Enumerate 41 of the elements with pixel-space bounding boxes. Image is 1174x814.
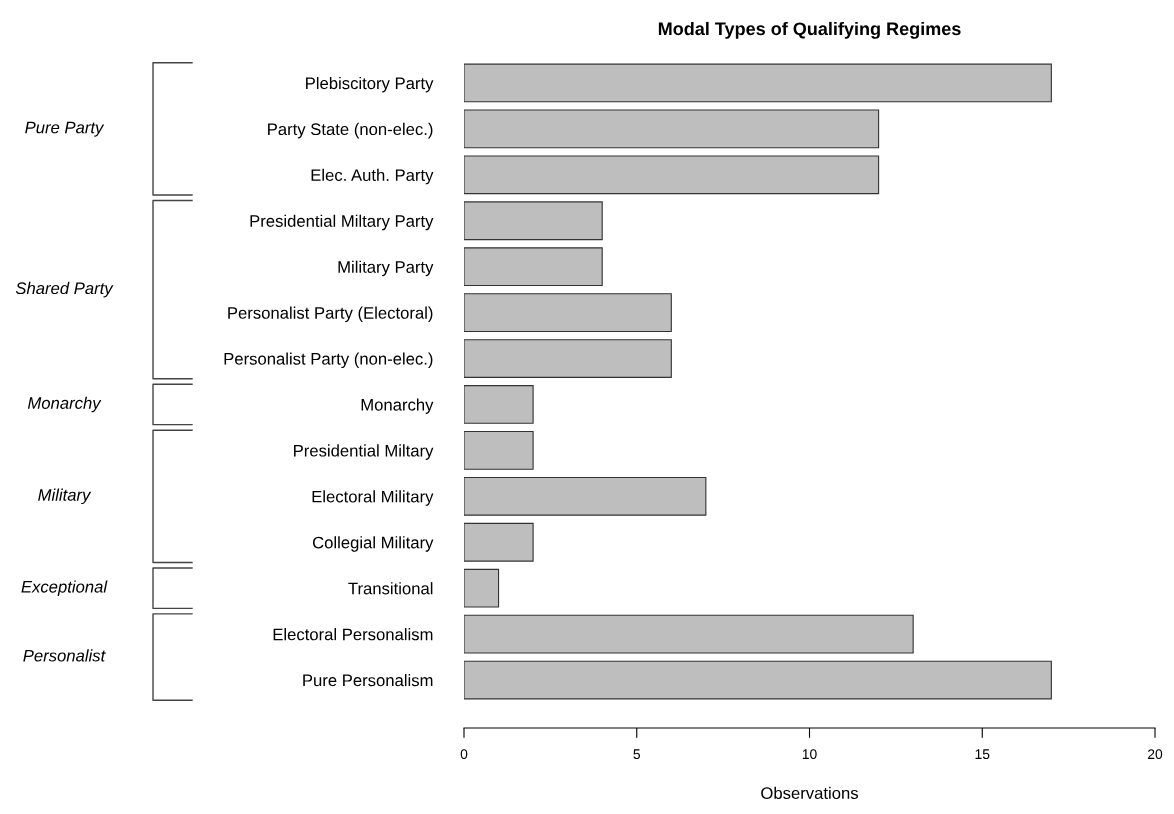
x-tick-label: 10: [802, 749, 817, 760]
y-tick-label: Personalist Party (non-elec.): [224, 352, 433, 369]
y-tick-label: Collegial Military: [312, 536, 434, 552]
y-tick-label: Presidential Miltary Party: [250, 214, 434, 231]
y-tick-label: Party State (non-elec.): [268, 122, 433, 139]
text: Exceptional: [21, 580, 108, 596]
bar: [464, 614, 914, 654]
y-tick-label: Plebiscitory Party: [306, 76, 434, 93]
y-tick-label: Electoral Personalism: [273, 628, 433, 641]
bar: [464, 247, 603, 287]
bar: [464, 476, 707, 516]
y-tick-label: Presidential Miltary: [294, 444, 434, 460]
bar: [464, 201, 603, 241]
bar: [464, 155, 880, 195]
y-tick-label: Elec. Auth. Party: [311, 168, 434, 185]
bar: [464, 385, 534, 424]
y-tick-label: Pure Personalism: [303, 674, 433, 687]
y-tick-label: Personalist Party (Electoral): [228, 306, 433, 323]
text: Personalist: [23, 649, 106, 662]
y-tick-label: Transitional: [348, 582, 433, 595]
x-tick-label: 15: [975, 749, 990, 760]
bar: [464, 431, 534, 470]
x-tick-label: 5: [633, 749, 641, 760]
x-axis-title: Observations: [761, 786, 858, 800]
bar: [464, 660, 1052, 700]
bar: [464, 522, 534, 562]
bar: [464, 63, 1052, 103]
y-tick-label: Monarchy: [361, 398, 434, 414]
text: Military: [38, 488, 92, 505]
x-tick-label: 20: [1147, 749, 1163, 760]
text: Monarchy: [27, 396, 102, 413]
bar: [464, 109, 880, 149]
bar: [464, 339, 672, 378]
bar: [464, 568, 500, 608]
x-tick-label: 0: [460, 749, 468, 760]
bar: [464, 293, 672, 332]
chart-title: Modal Types of Qualifying Regimes: [658, 21, 961, 39]
text: Shared Party: [15, 281, 114, 298]
y-tick-label: Military Party: [338, 260, 434, 277]
text: Pure Party: [25, 121, 105, 137]
y-tick-label: Electoral Military: [312, 490, 434, 506]
